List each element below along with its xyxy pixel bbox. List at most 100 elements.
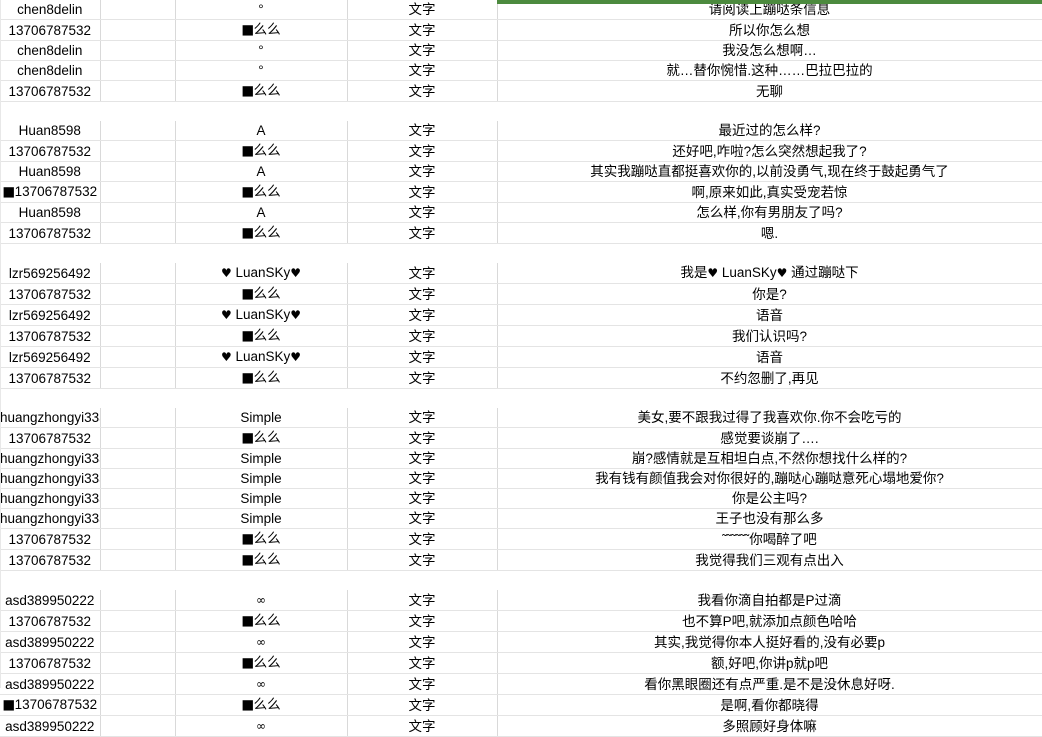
table-row[interactable]: 13706787532 ■么么 文字 感觉要谈崩了….	[0, 427, 1042, 449]
cell-message-type[interactable]: 文字	[347, 508, 498, 529]
cell-message-type[interactable]: 文字	[347, 304, 498, 326]
cell-account[interactable]: huangzhongyi3353	[0, 448, 101, 469]
cell-nickname[interactable]: ■么么	[175, 427, 348, 449]
cell-spacer[interactable]	[100, 694, 176, 716]
cell-message-type[interactable]: 文字	[347, 161, 498, 182]
cell-spacer[interactable]	[100, 408, 176, 428]
table-row[interactable]: huangzhongyi3353 Simple文字崩?感情就是互相坦白点,不然你想…	[0, 448, 1042, 469]
cell-spacer[interactable]	[100, 60, 176, 81]
cell-message-content[interactable]: 王子也没有那么多	[497, 508, 1042, 529]
cell-nickname[interactable]: Simple	[175, 508, 348, 529]
cell-message-content[interactable]: 额,好吧,你讲p就p吧	[497, 652, 1042, 674]
cell-spacer[interactable]	[100, 181, 176, 203]
cell-message-type[interactable]: 文字	[347, 549, 498, 571]
table-row[interactable]: asd389950222 ∞ 文字 我看你滴自拍都是P过滴	[0, 590, 1042, 611]
cell-account[interactable]: 13706787532	[0, 222, 101, 244]
cell-message-content[interactable]: 我没怎么想啊…	[497, 40, 1042, 61]
cell-spacer[interactable]	[100, 161, 176, 182]
cell-message-type[interactable]: 文字	[347, 673, 498, 695]
cell-account[interactable]: asd389950222	[0, 631, 101, 653]
cell-spacer[interactable]	[100, 283, 176, 305]
cell-message-type[interactable]: 文字	[347, 325, 498, 347]
cell-account[interactable]: Huan8598	[0, 202, 101, 223]
table-row[interactable]: 13706787532 ■么么 文字 所以你怎么想	[0, 19, 1042, 41]
cell-nickname[interactable]: ■么么	[175, 181, 348, 203]
cell-account[interactable]: asd389950222	[0, 590, 101, 611]
cell-nickname[interactable]: ■么么	[175, 325, 348, 347]
cell-account[interactable]: 13706787532	[0, 140, 101, 162]
cell-message-type[interactable]: 文字	[347, 283, 498, 305]
cell-spacer[interactable]	[100, 222, 176, 244]
cell-spacer[interactable]	[100, 528, 176, 550]
cell-message-content[interactable]: 我看你滴自拍都是P过滴	[497, 590, 1042, 611]
cell-message-type[interactable]: 文字	[347, 0, 498, 20]
cell-account[interactable]: 13706787532	[0, 610, 101, 632]
table-row[interactable]: 13706787532 ■么么 文字 我觉得我们三观有点出入	[0, 549, 1042, 571]
table-row[interactable]: asd389950222 ∞ 文字 其实,我觉得你本人挺好看的,没有必要p	[0, 631, 1042, 653]
table-row[interactable]: 13706787532 ■么么 文字 无聊	[0, 80, 1042, 102]
cell-message-type[interactable]: 文字	[347, 488, 498, 509]
cell-message-type[interactable]: 文字	[347, 222, 498, 244]
cell-nickname[interactable]: ∞	[175, 590, 348, 611]
cell-spacer[interactable]	[100, 80, 176, 102]
cell-nickname[interactable]: ■么么	[175, 652, 348, 674]
cell-account[interactable]: Huan8598	[0, 161, 101, 182]
cell-account[interactable]: chen8delin	[0, 60, 101, 81]
cell-spacer[interactable]	[100, 40, 176, 61]
cell-message-type[interactable]: 文字	[347, 181, 498, 203]
cell-message-type[interactable]: 文字	[347, 610, 498, 632]
cell-nickname[interactable]: ♥ LuanSKy♥	[175, 304, 348, 326]
cell-spacer[interactable]	[100, 202, 176, 223]
cell-account[interactable]: 13706787532	[0, 549, 101, 571]
cell-account[interactable]: huangzhongyi3353	[0, 408, 101, 428]
table-row[interactable]: lzr569256492 ♥ LuanSKy♥ 文字 我是♥ LuanSKy♥ 通过蹦…	[0, 263, 1042, 284]
cell-spacer[interactable]	[100, 448, 176, 469]
cell-nickname[interactable]: ■么么	[175, 694, 348, 716]
cell-account[interactable]: chen8delin	[0, 0, 101, 20]
cell-message-content[interactable]: 还好吧,咋啦?怎么突然想起我了?	[497, 140, 1042, 162]
cell-message-type[interactable]: 文字	[347, 367, 498, 389]
table-row[interactable]: Huan8598 A 文字 怎么样,你有男朋友了吗?	[0, 202, 1042, 223]
cell-message-type[interactable]: 文字	[347, 121, 498, 141]
cell-message-content[interactable]: 我是♥ LuanSKy♥ 通过蹦哒下	[497, 263, 1042, 284]
cell-account[interactable]: 13706787532	[0, 652, 101, 674]
table-row[interactable]: 13706787532 ■么么 文字 也不算P吧,就添加点颜色哈哈	[0, 610, 1042, 632]
table-row[interactable]: 13706787532 ■么么 文字 嗯.	[0, 222, 1042, 244]
cell-nickname[interactable]: ■么么	[175, 140, 348, 162]
cell-spacer[interactable]	[100, 715, 176, 737]
cell-account[interactable]: lzr569256492	[0, 304, 101, 326]
cell-spacer[interactable]	[100, 367, 176, 389]
cell-nickname[interactable]: A	[175, 121, 348, 141]
cell-message-content[interactable]: 是啊,看你都晓得	[497, 694, 1042, 716]
table-row[interactable]: chen8delin ° 文字 就…替你惋惜.这种……巴拉巴拉的	[0, 60, 1042, 81]
cell-message-type[interactable]: 文字	[347, 590, 498, 611]
cell-message-content[interactable]: 怎么样,你有男朋友了吗?	[497, 202, 1042, 223]
table-row[interactable]: 13706787532 ■么么 文字 额,好吧,你讲p就p吧	[0, 652, 1042, 674]
cell-message-content[interactable]: 其实我蹦哒直都挺喜欢你的,以前没勇气,现在终于鼓起勇气了	[497, 161, 1042, 182]
cell-message-content[interactable]: 看你黑眼圈还有点严重.是不是没休息好呀.	[497, 673, 1042, 695]
cell-nickname[interactable]: ♥ LuanSKy♥	[175, 263, 348, 284]
cell-nickname[interactable]: Simple	[175, 468, 348, 489]
cell-message-content[interactable]: 语音	[497, 304, 1042, 326]
table-row[interactable]: asd389950222 ∞ 文字 多照顾好身体嘛	[0, 715, 1042, 737]
cell-message-type[interactable]: 文字	[347, 346, 498, 368]
cell-nickname[interactable]: ∞	[175, 673, 348, 695]
cell-spacer[interactable]	[100, 304, 176, 326]
cell-spacer[interactable]	[100, 427, 176, 449]
cell-account[interactable]: 13706787532	[0, 528, 101, 550]
cell-spacer[interactable]	[100, 19, 176, 41]
cell-spacer[interactable]	[100, 468, 176, 489]
cell-account[interactable]: lzr569256492	[0, 346, 101, 368]
cell-message-type[interactable]: 文字	[347, 202, 498, 223]
cell-message-content[interactable]: 崩?感情就是互相坦白点,不然你想找什么样的?	[497, 448, 1042, 469]
cell-nickname[interactable]: ■么么	[175, 528, 348, 550]
cell-account[interactable]: 13706787532	[0, 19, 101, 41]
cell-message-type[interactable]: 文字	[347, 263, 498, 284]
table-row[interactable]: Huan8598 A 文字 最近过的怎么样?	[0, 121, 1042, 141]
cell-account[interactable]: 13706787532	[0, 367, 101, 389]
table-row[interactable]: chen8delin ° 文字 我没怎么想啊…	[0, 40, 1042, 61]
cell-message-content[interactable]: 你是?	[497, 283, 1042, 305]
